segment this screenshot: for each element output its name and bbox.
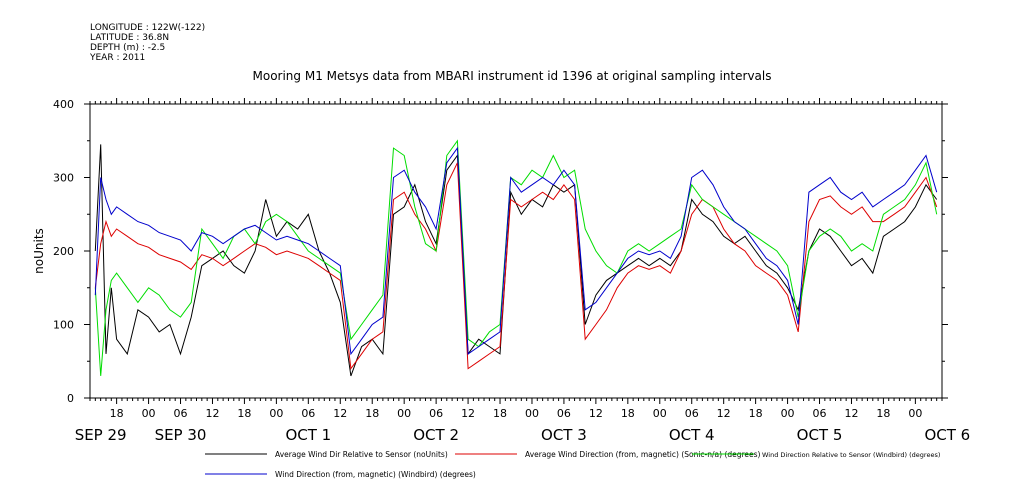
- x-day-label: SEP 29: [75, 426, 127, 444]
- x-tick-label: 00: [142, 407, 156, 420]
- x-axis: 18 00 06 12 18 00 06 12 18 00 06 12 18 00 06 12 18 00 06 12…: [75, 98, 970, 444]
- series-lines: [94, 139, 938, 377]
- x-tick-label: 18: [493, 407, 507, 420]
- series-line: [94, 144, 938, 377]
- y-tick-label: 0: [67, 392, 74, 405]
- x-tick-label: 06: [557, 407, 571, 420]
- x-tick-label: 12: [717, 407, 731, 420]
- x-day-label: OCT 2: [413, 426, 459, 444]
- chart-title: Mooring M1 Metsys data from MBARI instru…: [253, 69, 772, 83]
- x-tick-label: 06: [813, 407, 827, 420]
- x-tick-label: 18: [110, 407, 124, 420]
- header-info: LONGITUDE : 122W(-122) LATITUDE : 36.8N …: [89, 23, 205, 63]
- x-tick-label: 18: [365, 407, 379, 420]
- header-line-year: YEAR : 2011: [89, 53, 145, 63]
- header-line-depth: DEPTH (m) : -2.5: [90, 43, 165, 53]
- series-line: [94, 146, 938, 356]
- x-day-label: SEP 30: [155, 426, 207, 444]
- x-tick-label: 06: [301, 407, 315, 420]
- x-tick-label: 00: [525, 407, 539, 420]
- header-line-longitude: LONGITUDE : 122W(-122): [90, 23, 205, 33]
- x-tick-label: 18: [876, 407, 890, 420]
- x-tick-label: 18: [749, 407, 763, 420]
- legend-entry: Wind Direction Relative to Sensor (Windb…: [762, 451, 940, 459]
- x-day-label: OCT 4: [669, 426, 715, 444]
- y-axis: 0 100 200 300 400: [53, 98, 948, 405]
- x-tick-label: 12: [205, 407, 219, 420]
- y-tick-label: 200: [53, 245, 74, 258]
- x-tick-label: 00: [653, 407, 667, 420]
- header-line-latitude: LATITUDE : 36.8N: [90, 33, 169, 43]
- x-tick-label: 00: [781, 407, 795, 420]
- x-tick-label: 12: [589, 407, 603, 420]
- x-tick-label: 18: [237, 407, 251, 420]
- x-tick-label: 00: [269, 407, 283, 420]
- legend: Average Wind Dir Relative to Sensor (noU…: [205, 450, 940, 479]
- y-tick-label: 100: [53, 319, 74, 332]
- x-tick-label: 06: [429, 407, 443, 420]
- x-tick-label: 06: [685, 407, 699, 420]
- x-day-label: OCT 1: [285, 426, 331, 444]
- x-day-label: OCT 5: [797, 426, 843, 444]
- x-tick-label: 06: [174, 407, 188, 420]
- y-tick-label: 400: [53, 98, 74, 111]
- x-tick-label: 00: [908, 407, 922, 420]
- series-line: [94, 139, 938, 376]
- x-day-label: OCT 6: [924, 426, 970, 444]
- y-axis-label: noUnits: [32, 228, 46, 274]
- x-tick-label: 18: [621, 407, 635, 420]
- legend-entry: Average Wind Dir Relative to Sensor (noU…: [275, 450, 448, 459]
- y-tick-label: 300: [53, 172, 74, 185]
- x-day-label: OCT 3: [541, 426, 587, 444]
- series-line: [94, 162, 938, 370]
- x-tick-label: 12: [333, 407, 347, 420]
- x-tick-label: 12: [844, 407, 858, 420]
- legend-entry: Wind Direction (from, magnetic) (Windbir…: [275, 470, 476, 479]
- legend-entry: Average Wind Direction (from, magnetic) …: [525, 450, 761, 459]
- x-tick-label: 12: [461, 407, 475, 420]
- x-tick-label: 00: [397, 407, 411, 420]
